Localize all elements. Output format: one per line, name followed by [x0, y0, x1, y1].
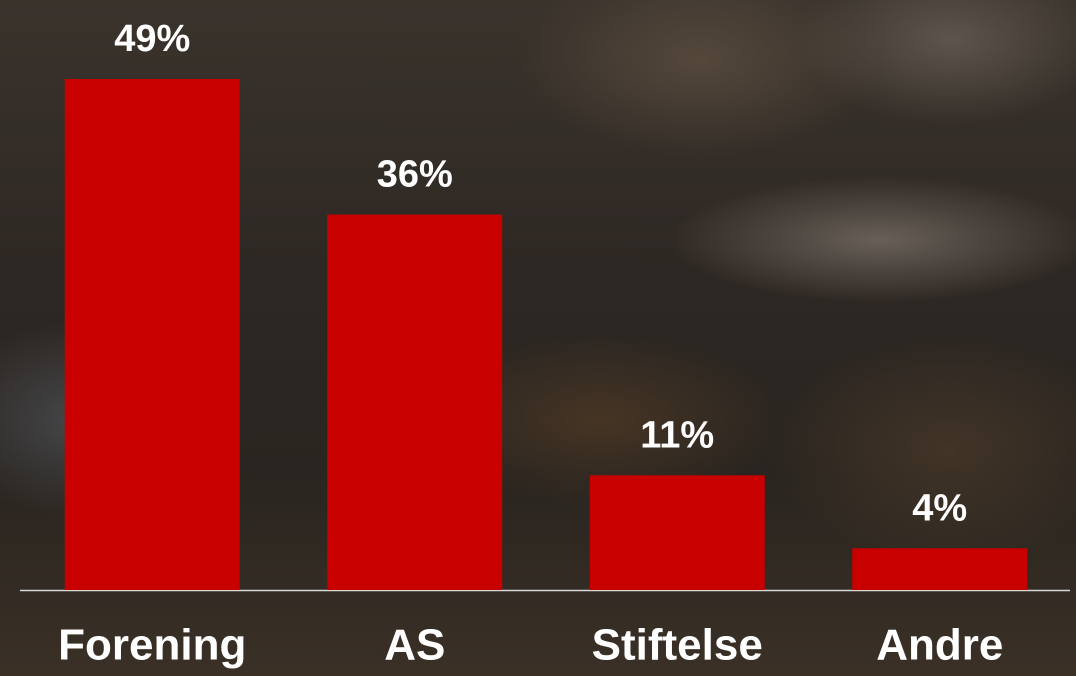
bar — [327, 215, 502, 590]
x-tick-label: AS — [384, 621, 445, 670]
value-label: 36% — [377, 154, 453, 196]
value-label: 49% — [114, 18, 190, 60]
x-tick-label: Stiftelse — [592, 621, 763, 670]
value-label: 4% — [912, 487, 967, 529]
bar — [65, 79, 240, 590]
x-tick-label: Andre — [876, 621, 1003, 670]
value-label: 11% — [640, 414, 714, 456]
bar — [590, 475, 765, 590]
bar — [852, 548, 1027, 590]
chart: 49% Forening 36% AS 11% Stiftelse 4% Andre — [0, 0, 1076, 676]
x-tick-label: Forening — [58, 621, 246, 670]
page: 49%Forening36%AS11%Stiftelse4%Andre (() … — [0, 0, 1076, 676]
